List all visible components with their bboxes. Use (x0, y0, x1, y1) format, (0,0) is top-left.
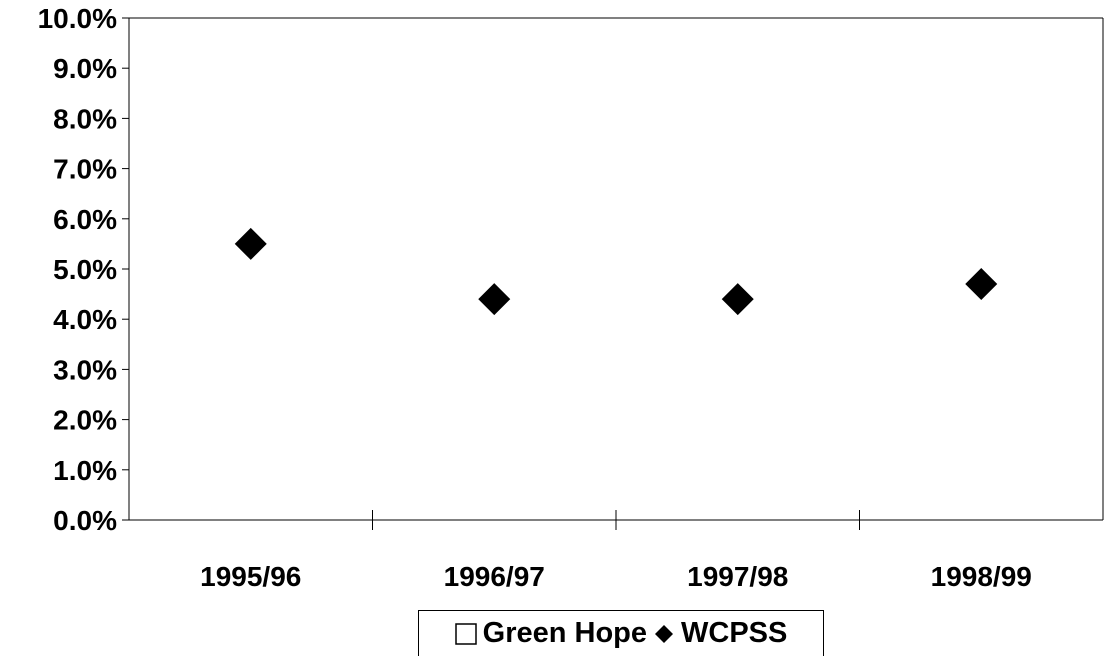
y-tick-label: 5.0% (53, 254, 117, 285)
y-tick-label: 0.0% (53, 505, 117, 536)
axes (128, 17, 1104, 521)
y-tick-label: 8.0% (53, 103, 117, 134)
y-tick-label: 1.0% (53, 455, 117, 486)
y-axis-ticks: 0.0% 1.0% 2.0% 3.0% 4.0% 5.0% 6.0% 7.0% 8.0% 9.0%… (38, 3, 129, 536)
x-tick-label: 1995/96 (200, 561, 301, 592)
y-tick-label: 9.0% (53, 53, 117, 84)
y-tick-label: 3.0% (53, 354, 117, 385)
y-tick-label: 6.0% (53, 204, 117, 235)
x-tick-label: 1998/99 (931, 561, 1032, 592)
filled-diamond-icon (653, 623, 675, 645)
hollow-square-icon (454, 622, 477, 645)
legend-label-green-hope: Green Hope (482, 617, 648, 649)
x-tick-label: 1996/97 (444, 561, 545, 592)
x-tick-label: 1997/98 (687, 561, 788, 592)
x-axis-ticks: 1995/96 1996/97 1997/98 1998/99 (200, 510, 1032, 592)
y-tick-label: 2.0% (53, 405, 117, 436)
scatter-chart: 0.0% 1.0% 2.0% 3.0% 4.0% 5.0% 6.0% 7.0% 8.0% 9.0%… (38, 3, 1104, 592)
legend-label-wcpss: WCPSS (681, 617, 788, 649)
legend-item-green-hope: Green Hope (454, 617, 648, 650)
legend-item-wcpss: WCPSS (653, 617, 787, 650)
legend: Green Hope WCPSS (418, 610, 824, 656)
data-markers (234, 227, 998, 316)
data-point-wcpss (478, 283, 511, 316)
y-tick-label: 10.0% (38, 3, 117, 34)
y-tick-label: 4.0% (53, 304, 117, 335)
data-point-wcpss (234, 227, 267, 260)
data-point-wcpss (965, 268, 998, 301)
data-point-wcpss (721, 283, 754, 316)
y-tick-label: 7.0% (53, 154, 117, 185)
